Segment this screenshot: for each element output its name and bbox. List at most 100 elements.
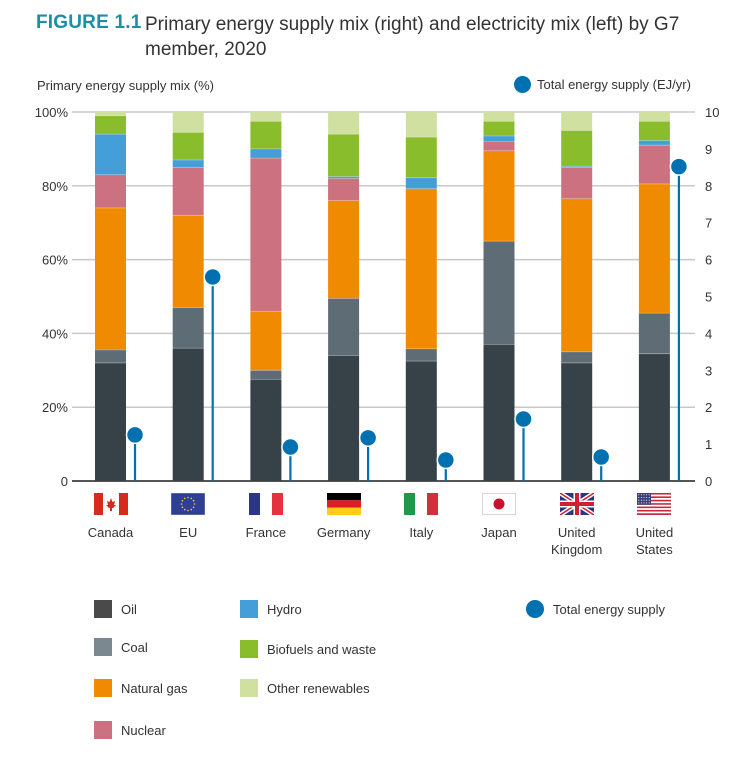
country-label-line: Italy — [409, 525, 434, 540]
tes-lollipop — [669, 157, 689, 481]
tes-lollipop — [436, 450, 456, 481]
y2-tick-label: 10 — [705, 105, 719, 120]
legend-swatch — [94, 721, 112, 739]
tes-lollipop — [203, 267, 222, 481]
bar-segment-hydro — [405, 177, 437, 189]
bar-segment-nuclear — [638, 145, 670, 184]
bar-segment-nuclear — [561, 167, 593, 199]
bar-segment-biofuels-and-waste — [250, 121, 282, 149]
y2-tick-label: 9 — [705, 142, 712, 157]
bar-segment-biofuels-and-waste — [405, 137, 437, 178]
bar-stack-united-kingdom — [561, 112, 593, 481]
country-label-line: Kingdom — [551, 542, 603, 557]
tes-lollipop — [358, 428, 378, 481]
bar-segment-coal — [328, 298, 360, 356]
left-axis-title: Primary energy supply mix (%) — [37, 78, 214, 93]
legend-label: Natural gas — [121, 680, 188, 696]
bar-segment-natural-gas — [483, 150, 515, 242]
bar-stack-eu — [172, 112, 204, 481]
tes-point — [436, 450, 456, 470]
bar-segment-coal — [483, 241, 515, 345]
country-label-line: Germany — [316, 525, 371, 540]
tes-lollipops — [125, 157, 689, 481]
figure-number: FIGURE 1.1 — [36, 12, 142, 33]
bar-segment-natural-gas — [95, 207, 126, 351]
figure-title: Primary energy supply mix (right) and el… — [145, 14, 680, 60]
eu-flag-icon — [170, 492, 206, 516]
bar-segment-coal — [250, 370, 282, 380]
country-label: Japan — [454, 524, 544, 541]
bar-segment-oil — [95, 362, 126, 481]
bar-segment-natural-gas — [250, 311, 282, 371]
bar-segment-hydro — [483, 135, 515, 142]
country-label-line: United — [557, 525, 596, 540]
country-label: EU — [143, 524, 233, 541]
bar-segment-coal — [638, 313, 670, 354]
bar-segment-nuclear — [250, 158, 282, 312]
y-tick-label: 100% — [35, 105, 69, 120]
right-axis-title-text: Total energy supply (EJ/yr) — [537, 77, 691, 92]
bar-segment-hydro — [638, 140, 670, 146]
legend-item-other-renewables: Other renewables — [240, 679, 370, 697]
bar-segment-natural-gas — [328, 200, 360, 299]
legend-label: Oil — [121, 601, 137, 617]
y-tick-label: 20% — [42, 400, 68, 415]
bar-segment-hydro — [561, 166, 593, 168]
country-label-line: EU — [179, 525, 198, 540]
legend-item-hydro: Hydro — [240, 600, 302, 618]
legend-swatch — [240, 679, 258, 697]
legend-label: Coal — [121, 639, 148, 655]
y2-tick-label: 1 — [705, 437, 712, 452]
canada-flag-icon — [93, 493, 128, 515]
bar-segment-natural-gas — [405, 188, 437, 349]
country-label: United States — [609, 524, 699, 558]
tes-lollipop — [591, 447, 611, 481]
bar-segment-biofuels-and-waste — [638, 121, 670, 141]
country-label-line: States — [635, 542, 673, 557]
uk-flag-icon — [558, 491, 595, 517]
bar-segment-oil — [561, 362, 593, 481]
bar-segment-oil — [172, 348, 204, 481]
y2-tick-label: 5 — [705, 290, 712, 305]
right-axis-ticks: 0 1 2 3 4 5 6 7 8 9 10 — [705, 105, 719, 489]
bar-segment-biofuels-and-waste — [483, 121, 515, 136]
legend-label: Biofuels and waste — [267, 641, 377, 657]
tes-point — [514, 409, 533, 429]
tes-point — [669, 157, 689, 176]
y2-tick-label: 0 — [705, 474, 712, 489]
y-tick-label: 40% — [42, 326, 68, 341]
bar-segment-coal — [172, 307, 204, 349]
y2-tick-label: 7 — [705, 216, 712, 231]
bar-segment-other-renewables — [328, 112, 360, 135]
bar-segment-biofuels-and-waste — [328, 134, 360, 177]
bar-segment-natural-gas — [561, 198, 593, 352]
legend-dot-icon — [526, 600, 544, 618]
bars — [95, 112, 670, 481]
country-label: United Kingdom — [532, 524, 622, 558]
tes-point — [203, 267, 222, 287]
bar-segment-nuclear — [483, 141, 515, 151]
bar-segment-nuclear — [328, 178, 360, 201]
bar-stack-italy — [405, 112, 437, 481]
germany-flag-icon — [326, 493, 361, 515]
bar-segment-other-renewables — [95, 112, 126, 116]
country-label: Germany — [299, 524, 389, 541]
legend-swatch — [94, 600, 112, 618]
country-label-line: Canada — [87, 525, 134, 540]
bar-segment-other-renewables — [561, 112, 593, 131]
bar-segment-coal — [405, 348, 437, 362]
y2-tick-label: 4 — [705, 326, 712, 341]
legend-item-oil: Oil — [94, 600, 137, 618]
bar-stack-united-states — [638, 112, 670, 481]
bar-segment-hydro — [328, 176, 360, 179]
legend-label: Nuclear — [121, 722, 166, 738]
legend-swatch — [240, 600, 258, 618]
bar-segment-nuclear — [172, 167, 204, 216]
bar-stack-japan — [483, 112, 515, 481]
legend-swatch — [94, 679, 112, 697]
tes-lollipop — [125, 425, 145, 481]
bar-segment-coal — [95, 350, 126, 363]
legend-swatch — [240, 640, 258, 658]
y2-tick-label: 3 — [705, 363, 712, 378]
